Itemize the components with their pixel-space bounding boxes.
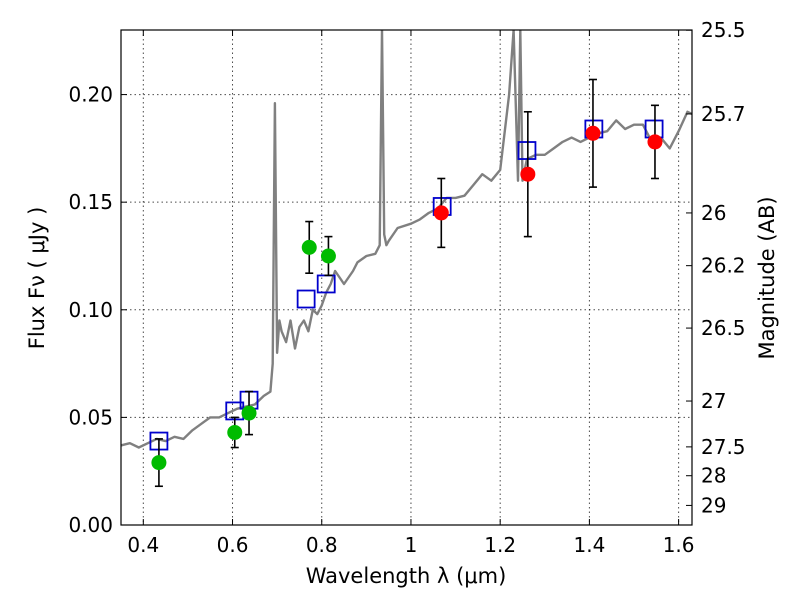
x-tick-label: 0.6 <box>217 533 249 557</box>
observed-point-nir <box>585 125 601 141</box>
x-tick-label: 1 <box>405 533 418 557</box>
y-tick-label: 0.10 <box>68 298 113 322</box>
x-tick-label: 1.2 <box>484 533 516 557</box>
observed-point-optical <box>241 405 257 421</box>
mag-tick-label: 25.5 <box>701 18 746 42</box>
observed-point-optical <box>320 248 336 264</box>
observed-point-nir <box>520 166 536 182</box>
x-tick-label: 0.8 <box>306 533 338 557</box>
model-box <box>296 289 316 309</box>
mag-tick-label: 26 <box>701 201 726 225</box>
x-tick-label: 1.6 <box>663 533 695 557</box>
y-tick-label: 0.05 <box>68 405 113 429</box>
mag-tick-label: 25.7 <box>701 102 746 126</box>
mag-tick-label: 29 <box>701 493 726 517</box>
ticks: 0.4 0.6 0.8 1 1.2 1.4 1.6 0.00 0.05 0.10 0.15 0.20 2… <box>68 18 745 557</box>
y-tick-label: 0.20 <box>68 83 113 107</box>
observed-point-optical <box>151 455 167 471</box>
mag-tick-label: 27 <box>701 389 726 413</box>
model-box <box>517 141 537 160</box>
observed-point-nir <box>433 205 449 221</box>
plot-frame <box>120 29 693 526</box>
observed-point-optical <box>301 239 317 255</box>
observed-point-nir <box>647 134 663 150</box>
mag-tick-label: 28 <box>701 464 726 488</box>
y-axis-label: Flux Fν ( μJy ) <box>25 207 49 350</box>
y-right-axis-label: Magnitude (AB) <box>755 196 779 359</box>
mag-tick-label: 26.2 <box>701 254 746 278</box>
x-tick-label: 0.4 <box>127 533 159 557</box>
mag-tick-label: 26.5 <box>701 316 746 340</box>
x-axis-label: Wavelength λ (μm) <box>306 564 507 588</box>
x-tick-label: 1.4 <box>573 533 605 557</box>
y-tick-label: 0.15 <box>68 190 113 214</box>
grid-lines <box>121 30 692 525</box>
plot-area <box>121 30 692 488</box>
spectrum-line <box>121 30 692 449</box>
y-tick-label: 0.00 <box>68 513 113 537</box>
observed-point-optical <box>227 424 243 440</box>
mag-tick-label: 27.5 <box>701 435 746 459</box>
